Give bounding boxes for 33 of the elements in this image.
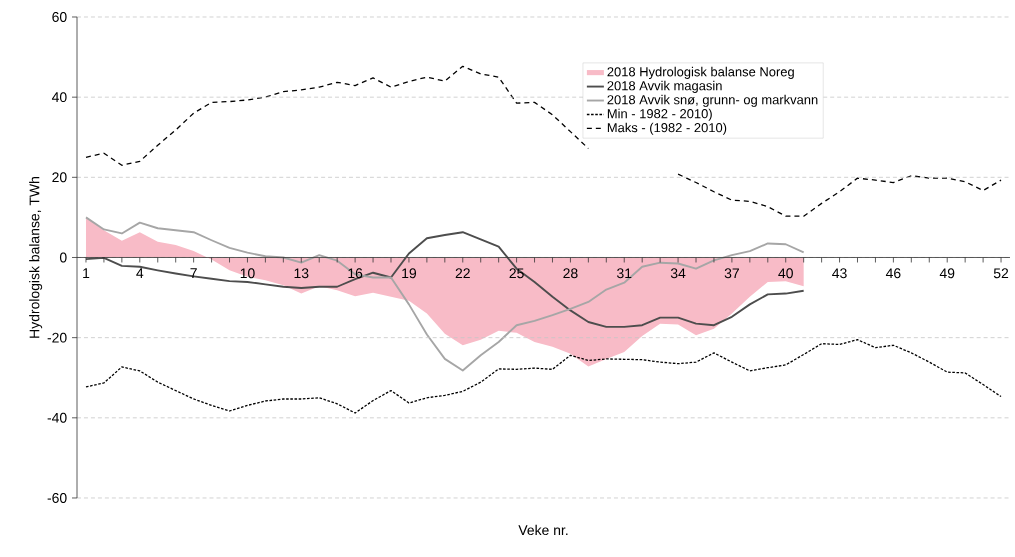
x-tick-label: 37: [724, 268, 739, 279]
y-tick-label: 0: [59, 252, 67, 263]
y-tick-label: -20: [47, 332, 67, 343]
y-tick-label: 20: [52, 172, 67, 183]
x-tick-label: 31: [617, 268, 632, 279]
x-tick-label: 1: [83, 268, 90, 278]
x-tick-label: 46: [885, 268, 901, 279]
y-tick-label: -60: [47, 493, 67, 503]
x-tick-label: 4: [136, 268, 144, 278]
y-tick-label: 60: [52, 12, 67, 22]
y-tick-label: -40: [47, 412, 67, 423]
x-tick-label: 19: [402, 268, 417, 279]
x-axis-title: Veke nr.: [518, 524, 568, 536]
x-tick-label: 7: [190, 268, 197, 278]
x-tick-label: 16: [348, 268, 363, 279]
legend-label: 2018 Avvik magasin: [607, 80, 722, 93]
x-tick-label: 22: [455, 268, 470, 279]
x-tick-label: 13: [294, 268, 309, 279]
y-axis-title: Hydrologisk balanse, TWh: [29, 177, 43, 338]
legend-label: 2018 Avvik snø, grunn- og markvann: [607, 94, 818, 107]
legend-label: 2018 Hydrologisk balanse Noreg: [607, 66, 794, 79]
x-tick-label: 52: [993, 268, 1009, 279]
x-tick-label: 43: [832, 268, 847, 279]
line-series: [85, 231, 805, 328]
x-tick-label: 49: [939, 268, 955, 279]
x-tick-label: 28: [563, 268, 578, 279]
y-tick-label: 40: [51, 92, 67, 103]
x-tick-label: 10: [240, 268, 255, 279]
legend-label: Maks - (1982 - 2010): [607, 122, 727, 135]
x-tick-label: 25: [509, 268, 524, 279]
x-tick-label: 34: [670, 268, 686, 279]
legend-label: Min - 1982 - 2010): [607, 108, 712, 121]
x-tick-label: 40: [778, 268, 793, 279]
